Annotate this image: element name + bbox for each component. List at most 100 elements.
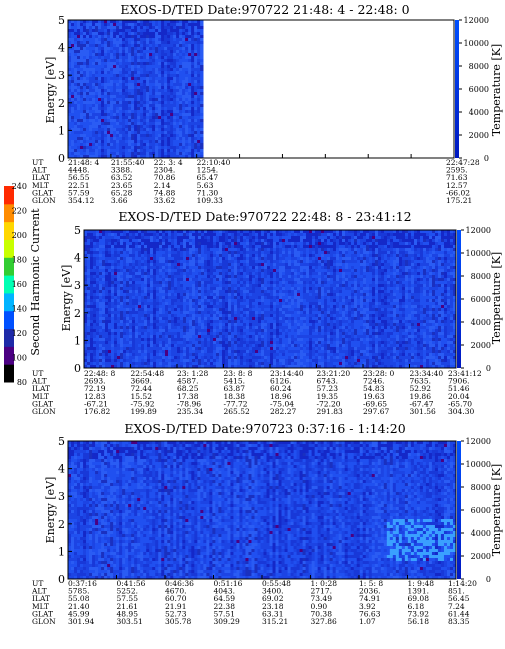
heatmap-cell — [161, 98, 165, 102]
heatmap-cell — [264, 296, 268, 300]
heatmap-cell — [141, 245, 145, 249]
heatmap-cell — [105, 305, 109, 309]
heatmap-cell — [77, 59, 81, 63]
heatmap-cell — [180, 290, 184, 294]
heatmap-cell — [77, 65, 81, 69]
heatmap-cell — [165, 230, 169, 234]
heatmap-cell — [99, 236, 103, 240]
heatmap-cell — [107, 134, 111, 138]
heatmap-cell — [194, 62, 198, 66]
heatmap-cell — [119, 110, 123, 114]
heatmap-cell — [116, 44, 120, 48]
colorbar-tick-label: 80 — [17, 378, 27, 387]
heatmap-cell — [77, 98, 81, 102]
heatmap-cell — [170, 83, 174, 87]
heatmap-cell — [126, 320, 130, 324]
heatmap-cell — [138, 320, 142, 324]
heatmap-cell — [149, 119, 153, 123]
heatmap-cell — [101, 29, 105, 33]
heatmap-cell — [68, 116, 72, 120]
heatmap-cell — [138, 269, 142, 273]
heatmap-cell — [255, 293, 259, 297]
heatmap-cell — [105, 320, 109, 324]
heatmap-cell — [204, 254, 208, 258]
heatmap-cell — [197, 68, 201, 72]
heatmap-cell — [216, 287, 220, 291]
heatmap-cell — [204, 278, 208, 282]
heatmap-cell — [144, 323, 148, 327]
heatmap-cell — [119, 26, 123, 30]
heatmap-cell — [180, 332, 184, 336]
heatmap-cell — [213, 299, 217, 303]
heatmap-cell — [174, 290, 178, 294]
heatmap-cell — [179, 50, 183, 54]
heatmap-cell — [173, 20, 177, 24]
heatmap-cell — [188, 68, 192, 72]
heatmap-cell — [156, 359, 160, 363]
heatmap-cell — [125, 29, 129, 33]
heatmap-cell — [98, 89, 102, 93]
heatmap-cell — [171, 323, 175, 327]
heatmap-cell — [128, 86, 132, 90]
heatmap-cell — [140, 143, 144, 147]
heatmap-cell — [68, 146, 72, 150]
heatmap-cell — [234, 281, 238, 285]
heatmap-cell — [164, 29, 168, 33]
heatmap-cell — [117, 251, 121, 255]
heatmap-cell — [80, 44, 84, 48]
heatmap-cell — [198, 233, 202, 237]
heatmap-cell — [173, 29, 177, 33]
heatmap-cell — [125, 104, 129, 108]
heatmap-cell — [86, 92, 90, 96]
heatmap-cell — [132, 284, 136, 288]
heatmap-cell — [90, 305, 94, 309]
heatmap-cell — [120, 263, 124, 267]
heatmap-cell — [258, 233, 262, 237]
heatmap-cell — [176, 134, 180, 138]
heatmap-cell — [161, 152, 165, 156]
heatmap-cell — [134, 131, 138, 135]
heatmap-cell — [171, 356, 175, 360]
heatmap-cell — [125, 23, 129, 27]
heatmap-cell — [213, 281, 217, 285]
heatmap-cell — [123, 329, 127, 333]
heatmap-cell — [261, 248, 265, 252]
heatmap-cell — [152, 107, 156, 111]
heatmap-cell — [162, 302, 166, 306]
heatmap-cell — [122, 113, 126, 117]
heatmap-cell — [116, 50, 120, 54]
heatmap-cell — [131, 41, 135, 45]
heatmap-cell — [228, 359, 232, 363]
colorbar-swatch — [4, 239, 14, 258]
heatmap-cell — [192, 311, 196, 315]
heatmap-cell — [207, 284, 211, 288]
heatmap-cell — [153, 260, 157, 264]
heatmap-cell — [165, 287, 169, 291]
heatmap-cell — [240, 260, 244, 264]
heatmap-cell — [153, 308, 157, 312]
heatmap-cell — [114, 293, 118, 297]
heatmap-cell — [87, 338, 91, 342]
heatmap-cell — [138, 260, 142, 264]
heatmap-cell — [74, 152, 78, 156]
heatmap-cell — [86, 110, 90, 114]
heatmap-cell — [152, 32, 156, 36]
heatmap-cell — [108, 230, 112, 234]
heatmap-cell — [143, 134, 147, 138]
heatmap-cell — [162, 236, 166, 240]
heatmap-cell — [71, 71, 75, 75]
heatmap-cell — [111, 281, 115, 285]
heatmap-cell — [168, 320, 172, 324]
heatmap-cell — [146, 77, 150, 81]
heatmap-cell — [99, 230, 103, 234]
heatmap-cell — [231, 311, 235, 315]
heatmap-cell — [92, 44, 96, 48]
heatmap-cell — [113, 71, 117, 75]
heatmap-cell — [170, 44, 174, 48]
heatmap-cell — [200, 44, 204, 48]
heatmap-cell — [111, 239, 115, 243]
heatmap-cell — [147, 296, 151, 300]
heatmap-cell — [167, 152, 171, 156]
heatmap-cell — [114, 296, 118, 300]
heatmap-cell — [105, 278, 109, 282]
